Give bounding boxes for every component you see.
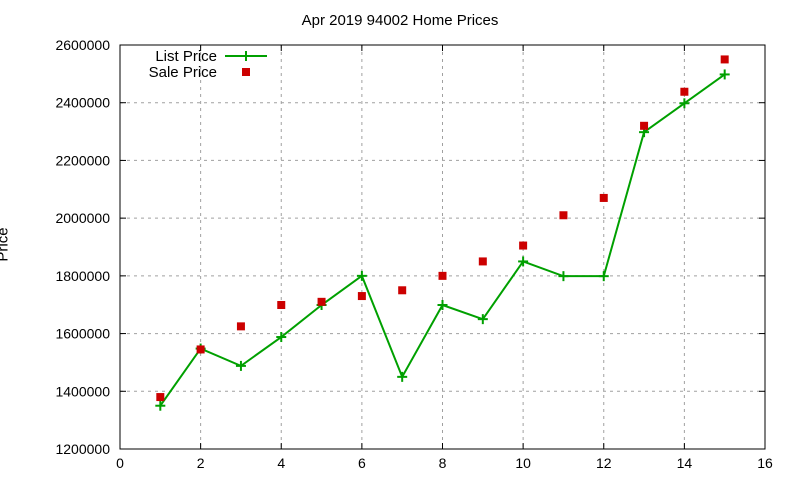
sale-price-marker <box>640 121 649 130</box>
legend-sale-price-marker <box>242 68 250 76</box>
x-tick-label: 14 <box>677 455 693 471</box>
legend-list-price-label: List Price <box>155 48 217 65</box>
sale-price-marker <box>277 301 286 310</box>
sale-price-marker <box>559 211 568 220</box>
x-tick-label: 0 <box>116 455 124 471</box>
plot-frame <box>119 44 766 450</box>
y-tick-label: 1800000 <box>55 268 110 284</box>
y-tick-label: 1600000 <box>55 326 110 342</box>
sale-price-marker <box>680 87 689 96</box>
x-tick-label: 6 <box>358 455 366 471</box>
legend-sale-price-label: Sale Price <box>149 64 217 81</box>
sale-price-marker <box>357 292 366 301</box>
y-tick-label: 2000000 <box>55 210 110 226</box>
y-tick-label: 2600000 <box>55 37 110 53</box>
x-tick-label: 2 <box>197 455 205 471</box>
y-tick-label: 2200000 <box>55 152 110 168</box>
y-tick-label: 2400000 <box>55 95 110 111</box>
x-tick-label: 12 <box>596 455 612 471</box>
sale-price-marker <box>720 55 729 64</box>
y-tick-label: 1200000 <box>55 441 110 457</box>
x-tick-label: 8 <box>439 455 447 471</box>
x-tick-label: 10 <box>515 455 531 471</box>
sale-price-marker <box>236 322 245 331</box>
sale-price-marker <box>156 393 165 402</box>
sale-price-marker <box>398 286 407 295</box>
sale-price-marker <box>196 345 205 354</box>
sale-price-marker <box>519 241 528 250</box>
sale-price-marker <box>478 257 487 266</box>
sale-price-marker <box>317 297 326 306</box>
sale-price-marker <box>438 271 447 280</box>
x-tick-label: 16 <box>757 455 773 471</box>
sale-price-marker <box>599 193 608 202</box>
y-tick-label: 1400000 <box>55 383 110 399</box>
x-tick-label: 4 <box>277 455 285 471</box>
chart-title: Apr 2019 94002 Home Prices <box>301 12 499 29</box>
